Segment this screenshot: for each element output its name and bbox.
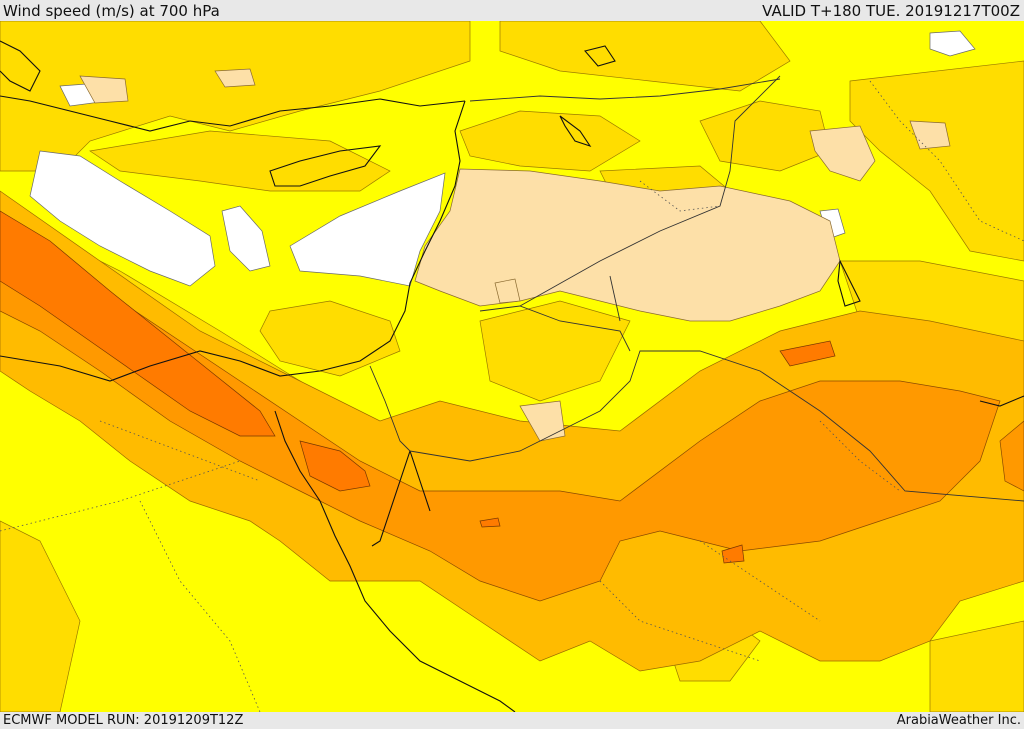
model-run: ECMWF MODEL RUN: 20191209T12Z	[3, 713, 244, 728]
valid-time: VALID T+180 TUE. 20191217T00Z	[762, 1, 1020, 20]
credit: ArabiaWeather Inc.	[896, 713, 1021, 728]
map-header: Wind speed (m/s) at 700 hPa VALID T+180 …	[0, 0, 1024, 21]
field-calm	[29, 30, 976, 287]
field-tan	[79, 68, 951, 442]
coastlines	[0, 40, 1024, 712]
map-title: Wind speed (m/s) at 700 hPa	[3, 1, 220, 20]
field-very-strong	[0, 210, 836, 564]
map-footer: ECMWF MODEL RUN: 20191209T12Z ArabiaWeat…	[0, 712, 1024, 729]
field-fresh	[0, 190, 1024, 672]
map-canvas	[0, 21, 1024, 712]
wind-speed-map[interactable]	[0, 21, 1024, 712]
field-strong	[0, 210, 1024, 602]
admin-boundaries	[0, 80, 1024, 712]
